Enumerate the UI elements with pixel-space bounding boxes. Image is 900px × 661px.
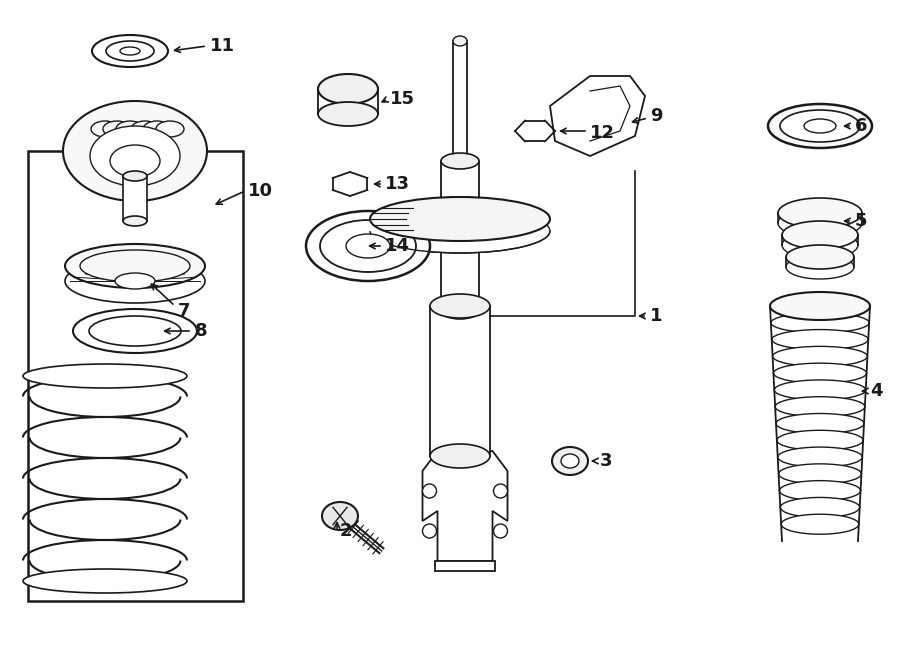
Polygon shape: [550, 76, 645, 156]
Ellipse shape: [422, 524, 436, 538]
Ellipse shape: [778, 447, 862, 467]
Ellipse shape: [318, 74, 378, 104]
Polygon shape: [435, 561, 495, 571]
Ellipse shape: [774, 380, 866, 400]
Text: 14: 14: [385, 237, 410, 255]
Text: 12: 12: [590, 124, 615, 142]
Text: 8: 8: [195, 322, 208, 340]
Ellipse shape: [318, 102, 378, 126]
Text: 10: 10: [248, 182, 273, 200]
Ellipse shape: [778, 198, 862, 228]
Ellipse shape: [65, 244, 205, 288]
Bar: [441, 161, 479, 311]
Text: 13: 13: [385, 175, 410, 193]
Ellipse shape: [441, 153, 479, 169]
Ellipse shape: [115, 273, 155, 289]
Ellipse shape: [116, 121, 144, 137]
Ellipse shape: [441, 303, 479, 319]
Bar: [123, 176, 147, 221]
Ellipse shape: [453, 156, 467, 166]
Bar: [453, 41, 467, 161]
Ellipse shape: [780, 110, 860, 142]
Ellipse shape: [23, 569, 187, 593]
Ellipse shape: [306, 211, 430, 281]
Ellipse shape: [73, 309, 197, 353]
Bar: [430, 306, 490, 456]
Ellipse shape: [90, 126, 180, 186]
Ellipse shape: [320, 220, 416, 272]
Polygon shape: [422, 451, 508, 561]
Bar: [318, 89, 378, 114]
Ellipse shape: [110, 145, 160, 177]
Ellipse shape: [80, 250, 190, 282]
Ellipse shape: [776, 414, 864, 434]
Text: 6: 6: [855, 117, 868, 135]
Ellipse shape: [777, 430, 863, 450]
Ellipse shape: [773, 363, 867, 383]
Ellipse shape: [768, 104, 872, 148]
Text: 4: 4: [870, 382, 883, 400]
Text: 1: 1: [650, 307, 662, 325]
Ellipse shape: [92, 35, 168, 67]
Ellipse shape: [65, 259, 205, 303]
Ellipse shape: [771, 313, 869, 332]
Ellipse shape: [63, 101, 207, 201]
Ellipse shape: [370, 209, 550, 253]
Ellipse shape: [156, 121, 184, 137]
Ellipse shape: [786, 245, 854, 269]
Ellipse shape: [780, 498, 859, 518]
Ellipse shape: [778, 208, 862, 238]
Ellipse shape: [782, 221, 858, 249]
Ellipse shape: [775, 397, 865, 416]
Ellipse shape: [23, 364, 187, 388]
Ellipse shape: [89, 316, 181, 346]
Ellipse shape: [143, 121, 171, 137]
Ellipse shape: [552, 447, 588, 475]
Ellipse shape: [135, 138, 165, 154]
Ellipse shape: [422, 484, 436, 498]
Ellipse shape: [430, 294, 490, 318]
Text: 2: 2: [340, 522, 353, 540]
Ellipse shape: [91, 121, 119, 137]
Ellipse shape: [131, 121, 159, 137]
Ellipse shape: [779, 481, 860, 500]
Ellipse shape: [370, 197, 550, 241]
Text: 15: 15: [390, 90, 415, 108]
Ellipse shape: [493, 524, 508, 538]
Ellipse shape: [781, 514, 859, 534]
Ellipse shape: [430, 444, 490, 468]
Ellipse shape: [123, 171, 147, 181]
Ellipse shape: [453, 36, 467, 46]
Ellipse shape: [103, 121, 131, 137]
Text: 3: 3: [600, 452, 613, 470]
Text: 5: 5: [855, 212, 868, 230]
Ellipse shape: [770, 296, 870, 316]
Ellipse shape: [123, 216, 147, 226]
Ellipse shape: [493, 484, 508, 498]
Ellipse shape: [778, 464, 861, 484]
Ellipse shape: [110, 131, 150, 151]
Ellipse shape: [772, 346, 868, 366]
Ellipse shape: [804, 119, 836, 133]
Text: 9: 9: [650, 107, 662, 125]
Ellipse shape: [346, 234, 390, 258]
Text: 7: 7: [178, 302, 191, 320]
Ellipse shape: [786, 255, 854, 279]
Ellipse shape: [771, 330, 868, 350]
Ellipse shape: [770, 292, 870, 320]
Text: 11: 11: [210, 37, 235, 55]
Ellipse shape: [561, 454, 579, 468]
Ellipse shape: [120, 47, 140, 55]
Bar: [28, 151, 243, 601]
Ellipse shape: [322, 502, 358, 530]
Ellipse shape: [106, 41, 154, 61]
Ellipse shape: [782, 231, 858, 259]
